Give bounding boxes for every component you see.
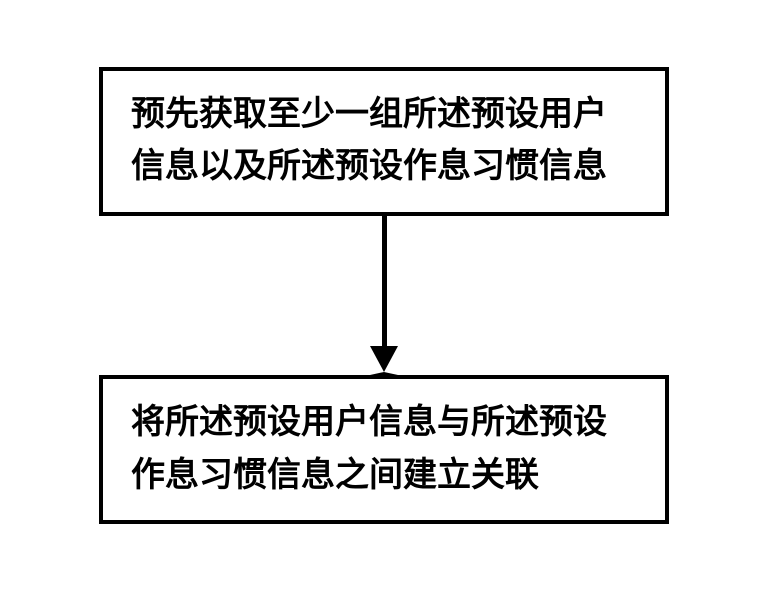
- flowchart-arrow: [370, 216, 398, 375]
- arrow-head-icon: [370, 346, 398, 375]
- node-1-line-2: 信息以及所述预设作息习惯信息: [131, 141, 637, 194]
- flowchart-node-1: 预先获取至少一组所述预设用户 信息以及所述预设作息习惯信息: [99, 67, 669, 216]
- flowchart-container: 预先获取至少一组所述预设用户 信息以及所述预设作息习惯信息 将所述预设用户信息与…: [99, 67, 669, 525]
- arrow-line: [382, 216, 387, 346]
- flowchart-node-2: 将所述预设用户信息与所述预设 作息习惯信息之间建立关联: [99, 375, 669, 524]
- node-1-line-1: 预先获取至少一组所述预设用户: [131, 89, 637, 142]
- node-2-line-1: 将所述预设用户信息与所述预设: [131, 397, 637, 450]
- node-2-line-2: 作息习惯信息之间建立关联: [131, 450, 637, 503]
